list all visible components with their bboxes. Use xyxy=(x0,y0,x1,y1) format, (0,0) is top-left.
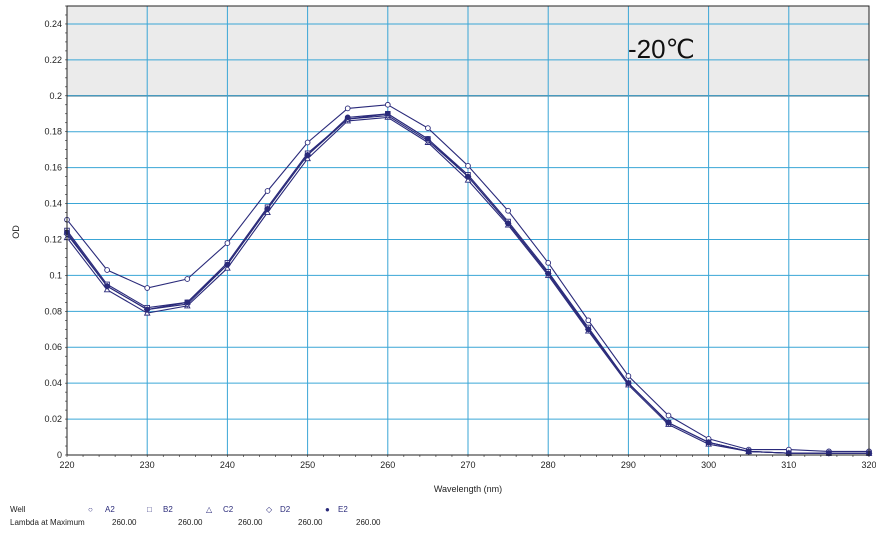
x-tick-label: 300 xyxy=(701,460,716,470)
point-a2 xyxy=(384,101,391,108)
y-tick-label: 0.12 xyxy=(44,234,62,244)
y-tick-label: 0.1 xyxy=(49,270,62,280)
point-a2 xyxy=(224,240,231,246)
legend-symbol-e2: ● xyxy=(325,505,330,514)
x-tick-label: 260 xyxy=(380,460,395,470)
y-tick-label: 0.14 xyxy=(44,199,62,209)
lambda-value-e2: 260.00 xyxy=(356,518,381,527)
point-e2 xyxy=(104,283,110,290)
y-tick-label: 0.04 xyxy=(44,378,62,388)
y-tick-label: 0.18 xyxy=(44,127,62,137)
legend-lambda-label: Lambda at Maximum xyxy=(10,518,85,527)
y-tick-label: 0.02 xyxy=(44,414,62,424)
point-e2 xyxy=(545,270,552,277)
lambda-value-b2: 260.00 xyxy=(178,518,203,527)
point-e2 xyxy=(465,173,471,180)
point-e2 xyxy=(144,306,151,313)
point-a2 xyxy=(665,412,672,419)
x-tick-label: 320 xyxy=(861,460,876,470)
point-a2 xyxy=(304,139,311,146)
point-a2 xyxy=(264,188,271,194)
y-tick-label: 0 xyxy=(57,450,62,460)
x-tick-label: 280 xyxy=(541,460,556,470)
point-a2 xyxy=(425,125,431,131)
y-tick-label: 0.2 xyxy=(49,91,62,101)
point-a2 xyxy=(545,259,552,266)
point-e2 xyxy=(625,380,632,387)
legend-well-label: Well xyxy=(10,505,26,514)
point-e2 xyxy=(384,110,391,117)
legend-well-b2: B2 xyxy=(163,505,173,514)
point-e2 xyxy=(705,439,712,446)
temperature-annotation: -20℃ xyxy=(628,34,695,64)
point-e2 xyxy=(585,326,592,333)
plot-frame xyxy=(66,5,870,456)
x-tick-label: 220 xyxy=(59,460,74,470)
point-a2 xyxy=(104,267,110,273)
point-e2 xyxy=(826,450,832,457)
series-c2 xyxy=(63,113,873,456)
point-e2 xyxy=(224,261,231,268)
point-e2 xyxy=(425,136,431,142)
y-tick-label: 0.22 xyxy=(44,55,62,65)
point-a2 xyxy=(585,317,592,324)
x-tick-label: 310 xyxy=(781,460,796,470)
point-e2 xyxy=(745,448,752,455)
point-e2 xyxy=(505,220,511,227)
point-e2 xyxy=(665,419,672,426)
point-a2 xyxy=(144,285,151,291)
legend-symbol-b2: □ xyxy=(147,505,152,514)
legend-symbol-c2: △ xyxy=(206,505,213,514)
y-tick-label: 0.06 xyxy=(44,342,62,352)
y-tick-label: 0.08 xyxy=(44,306,62,316)
legend-symbol-d2: ◇ xyxy=(266,505,273,514)
point-a2 xyxy=(344,105,351,112)
lambda-value-d2: 260.00 xyxy=(298,518,323,527)
point-a2 xyxy=(465,162,471,169)
legend-symbol-a2: ○ xyxy=(88,505,93,514)
x-tick-label: 240 xyxy=(220,460,235,470)
x-axis-label: Wavelength (nm) xyxy=(434,484,502,494)
point-a2 xyxy=(505,207,511,214)
point-a2 xyxy=(625,373,632,379)
point-a2 xyxy=(184,276,191,282)
x-tick-label: 230 xyxy=(140,460,155,470)
point-e2 xyxy=(304,152,311,158)
series-a2 xyxy=(64,101,872,455)
legend-well-d2: D2 xyxy=(280,505,291,514)
point-e2 xyxy=(344,114,351,121)
lambda-value-c2: 260.00 xyxy=(238,518,263,527)
point-e2 xyxy=(184,299,191,306)
legend-well-a2: A2 xyxy=(105,505,115,514)
y-axis-label: OD xyxy=(11,225,21,239)
series-e2 xyxy=(64,110,872,457)
legend-well-c2: C2 xyxy=(223,505,234,514)
point-e2 xyxy=(264,206,271,212)
x-tick-label: 250 xyxy=(300,460,315,470)
y-tick-label: 0.24 xyxy=(44,19,62,29)
lambda-value-a2: 260.00 xyxy=(112,518,137,527)
y-tick-label: 0.16 xyxy=(44,163,62,173)
x-tick-label: 290 xyxy=(621,460,636,470)
legend-well-e2: E2 xyxy=(338,505,348,514)
x-tick-label: 270 xyxy=(460,460,475,470)
od-spectrum-chart: 220 230 240 250 260 270 280 290 300 310 320 0 0.02 0.… xyxy=(11,5,876,494)
